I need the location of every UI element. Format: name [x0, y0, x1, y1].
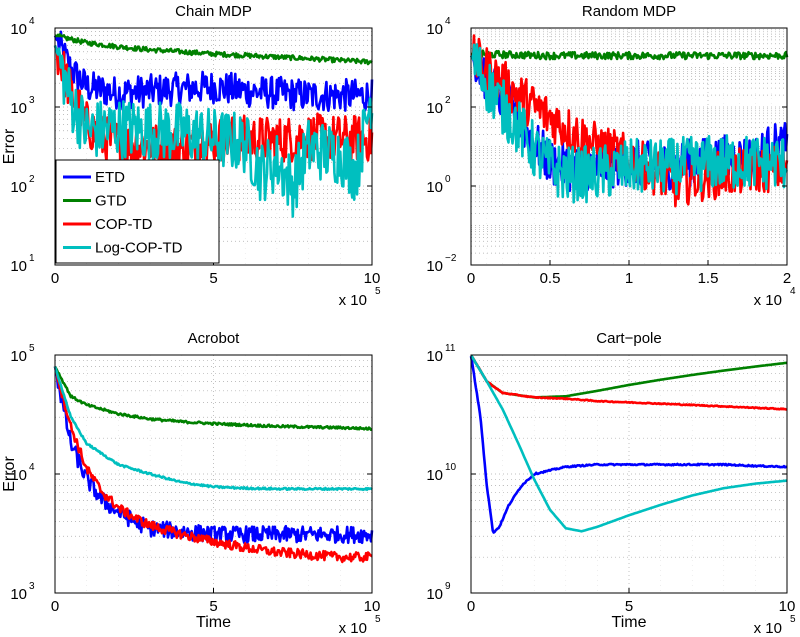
x-multiplier-exponent: 5 — [790, 614, 796, 625]
x-tick-label: 2 — [783, 270, 791, 287]
y-tick-label: 10 — [10, 179, 27, 196]
y-tick-exponent: 4 — [29, 16, 35, 27]
x-tick-label: 0 — [467, 270, 475, 287]
x-tick-label: 1.5 — [698, 270, 719, 287]
grid — [471, 355, 787, 593]
y-tick-label: 10 — [10, 258, 27, 275]
series-line-gtd — [470, 49, 789, 61]
y-tick-exponent: 3 — [29, 581, 35, 592]
legend-label: Log-COP-TD — [95, 240, 183, 257]
legend: ETD GTD COP-TD Log-COP-TD — [55, 159, 220, 264]
series-line-etd — [469, 355, 788, 534]
y-tick-exponent: 2 — [445, 95, 451, 106]
series-group — [53, 30, 374, 218]
series-line-cop-td — [53, 366, 373, 564]
series-line-log-cop-td — [53, 45, 374, 218]
y-tick-label: 10 — [426, 21, 443, 38]
series-line-gtd — [54, 33, 373, 66]
y-tick-exponent: 11 — [445, 343, 456, 354]
x-tick-label: 10 — [364, 598, 381, 615]
x-tick-label: 5 — [209, 598, 217, 615]
x-multiplier: x 10 — [339, 292, 367, 309]
y-tick-exponent: 4 — [445, 16, 451, 27]
chart-title: Chain MDP — [175, 3, 252, 20]
series-line-cop-td — [470, 355, 788, 411]
x-tick-label: 0 — [51, 270, 59, 287]
y-tick-exponent: 1 — [29, 253, 35, 264]
series-line-etd — [53, 366, 374, 545]
y-tick-label: 10 — [426, 467, 443, 484]
x-tick-label: 0 — [51, 598, 59, 615]
y-tick-label: 10 — [426, 179, 443, 196]
y-tick-exponent: 9 — [445, 581, 451, 592]
y-tick-exponent: 0 — [445, 174, 451, 185]
y-tick-exponent: 10 — [445, 462, 457, 473]
legend-label: ETD — [95, 169, 125, 186]
y-tick-label: 10 — [426, 258, 443, 275]
x-multiplier: x 10 — [754, 620, 782, 637]
chart-title: Random MDP — [582, 3, 676, 20]
y-tick-label: 10 — [10, 467, 27, 484]
series-line-etd — [53, 30, 374, 114]
x-tick-label: 0.5 — [540, 270, 561, 287]
y-tick-exponent: −2 — [445, 253, 457, 264]
y-tick-label: 10 — [10, 21, 27, 38]
x-axis-label: Time — [612, 614, 647, 631]
y-tick-label: 10 — [426, 586, 443, 603]
x-multiplier-exponent: 5 — [375, 286, 381, 297]
x-multiplier: x 10 — [339, 620, 367, 637]
y-tick-label: 10 — [10, 100, 27, 117]
series-group — [53, 365, 374, 564]
y-axis-label: Error — [1, 456, 18, 492]
y-tick-label: 10 — [426, 348, 443, 365]
x-tick-label: 5 — [209, 270, 217, 287]
x-tick-label: 1 — [625, 270, 633, 287]
chart-title: Cart−pole — [596, 330, 661, 347]
series-line-gtd — [53, 365, 373, 432]
x-multiplier: x 10 — [754, 292, 782, 309]
legend-label: GTD — [95, 193, 127, 210]
y-tick-exponent: 4 — [29, 462, 35, 473]
y-tick-exponent: 2 — [29, 174, 35, 185]
y-axis-label: Error — [1, 128, 18, 164]
series-line-log-cop-td — [53, 366, 373, 492]
x-tick-label: 10 — [779, 598, 796, 615]
x-tick-label: 0 — [467, 598, 475, 615]
x-tick-label: 10 — [364, 270, 381, 287]
x-tick-label: 5 — [625, 598, 633, 615]
series-line-log-cop-td — [469, 43, 789, 204]
chart-title: Acrobot — [188, 330, 241, 347]
legend-label: COP-TD — [95, 216, 153, 233]
y-tick-exponent: 3 — [29, 95, 35, 106]
series-group — [469, 355, 788, 534]
x-axis-label: Time — [196, 614, 231, 631]
y-tick-label: 10 — [10, 586, 27, 603]
series-group — [469, 34, 789, 208]
x-multiplier-exponent: 5 — [375, 614, 381, 625]
series-line-log-cop-td — [470, 355, 788, 533]
y-tick-label: 10 — [426, 100, 443, 117]
x-multiplier-exponent: 4 — [790, 286, 796, 297]
y-tick-label: 10 — [10, 348, 27, 365]
y-tick-exponent: 5 — [29, 343, 35, 354]
